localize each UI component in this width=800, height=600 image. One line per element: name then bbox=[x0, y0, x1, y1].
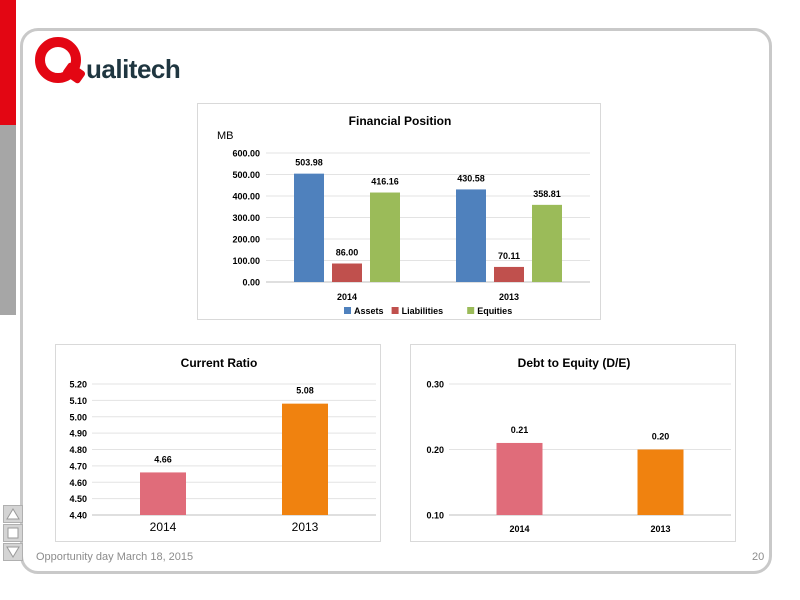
y-tick-label: 0.30 bbox=[426, 380, 444, 390]
bar-assets-2013 bbox=[456, 189, 486, 282]
x-tick-label: 2013 bbox=[292, 520, 319, 534]
current-ratio-svg: Current Ratio 4.40 4.50 4.60 4.70 4.80 4.90 5.0… bbox=[69, 356, 376, 534]
bar-liabilities-2014 bbox=[332, 263, 362, 282]
legend-label: Liabilities bbox=[402, 306, 444, 316]
data-label: 5.08 bbox=[296, 386, 314, 396]
square-icon bbox=[7, 527, 19, 539]
accent-gray-bar bbox=[0, 125, 16, 315]
data-label: 503.98 bbox=[295, 158, 323, 168]
legend-swatch-assets bbox=[344, 307, 351, 314]
financial-position-chart: Financial Position MB 0.00 100.00 200.00 300.… bbox=[197, 103, 601, 320]
y-tick-label: 200.00 bbox=[232, 235, 260, 245]
bar-2013 bbox=[282, 403, 328, 515]
y-tick-label: 5.00 bbox=[69, 412, 87, 422]
data-label: 0.20 bbox=[652, 432, 670, 442]
footer-caption: Opportunity day March 18, 2015 bbox=[36, 551, 194, 563]
data-label: 86.00 bbox=[336, 248, 359, 258]
y-tick-label: 4.80 bbox=[69, 445, 87, 455]
y-tick-label: 5.10 bbox=[69, 396, 87, 406]
logo-text: ualitech bbox=[86, 54, 181, 84]
bar-equities-2014 bbox=[370, 192, 400, 282]
y-tick-label: 4.60 bbox=[69, 478, 87, 488]
data-label: 4.66 bbox=[154, 454, 172, 464]
bar-2014 bbox=[496, 442, 543, 515]
y-tick-label: 100.00 bbox=[232, 256, 260, 266]
y-tick-label: 0.20 bbox=[426, 445, 444, 455]
x-tick-label: 2014 bbox=[509, 524, 529, 534]
y-tick-label: 4.90 bbox=[69, 429, 87, 439]
y-tick-label: 5.20 bbox=[69, 380, 87, 390]
logo-q-icon bbox=[35, 37, 86, 84]
unit-label: MB bbox=[217, 130, 234, 142]
bar-2014 bbox=[140, 472, 186, 515]
bar-equities-2013 bbox=[532, 204, 562, 282]
debt-to-equity-chart: Debt to Equity (D/E) 0.10 0.20 0.30 0.21 2014… bbox=[410, 344, 736, 542]
data-label: 416.16 bbox=[371, 177, 399, 187]
next-slide-button[interactable] bbox=[3, 543, 23, 561]
y-tick-label: 4.50 bbox=[69, 494, 87, 504]
x-tick-label: 2013 bbox=[499, 292, 519, 302]
y-tick-label: 500.00 bbox=[232, 170, 260, 180]
bar-2013 bbox=[637, 449, 684, 515]
legend-label: Assets bbox=[354, 306, 384, 316]
slide-navigation bbox=[3, 505, 25, 565]
chart-title: Current Ratio bbox=[181, 356, 258, 370]
bar-assets-2014 bbox=[294, 173, 324, 282]
legend-swatch-equities bbox=[467, 307, 475, 314]
qualitech-logo: ualitech bbox=[34, 36, 194, 90]
y-tick-label: 0.00 bbox=[242, 278, 260, 288]
data-label: 430.58 bbox=[457, 173, 485, 183]
y-tick-label: 4.70 bbox=[69, 461, 87, 471]
y-tick-label: 0.10 bbox=[426, 511, 444, 521]
legend-swatch-liabilities bbox=[391, 307, 399, 314]
x-tick-label: 2014 bbox=[337, 292, 357, 302]
y-tick-label: 300.00 bbox=[232, 213, 260, 223]
x-tick-label: 2014 bbox=[150, 520, 177, 534]
y-tick-label: 400.00 bbox=[232, 192, 260, 202]
debt-to-equity-svg: Debt to Equity (D/E) 0.10 0.20 0.30 0.21 2014… bbox=[426, 356, 731, 534]
data-label: 70.11 bbox=[498, 251, 520, 261]
chart-title: Financial Position bbox=[349, 114, 452, 128]
y-tick-label: 4.40 bbox=[69, 511, 87, 521]
arrow-up-icon bbox=[6, 508, 20, 520]
accent-red-bar bbox=[0, 0, 16, 125]
chart-title: Debt to Equity (D/E) bbox=[518, 356, 631, 370]
page-number: 20 bbox=[752, 551, 765, 563]
x-tick-label: 2013 bbox=[650, 524, 670, 534]
data-label: 0.21 bbox=[511, 425, 529, 435]
current-ratio-chart: Current Ratio 4.40 4.50 4.60 4.70 4.80 4.90 5.0… bbox=[55, 344, 381, 542]
prev-slide-button[interactable] bbox=[3, 505, 23, 523]
arrow-down-icon bbox=[6, 546, 20, 558]
data-label: 358.81 bbox=[533, 189, 561, 199]
legend-label: Equities bbox=[477, 306, 512, 316]
y-tick-label: 600.00 bbox=[232, 149, 260, 159]
financial-position-svg: Financial Position MB 0.00 100.00 200.00 300.… bbox=[217, 114, 590, 316]
menu-slide-button[interactable] bbox=[3, 524, 23, 542]
bar-liabilities-2013 bbox=[494, 266, 524, 282]
